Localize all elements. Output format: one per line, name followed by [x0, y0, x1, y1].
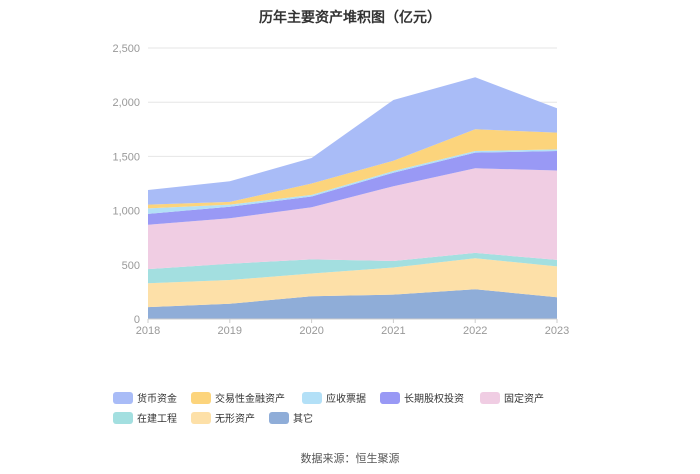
legend-item[interactable]: 长期股权投资 — [380, 392, 464, 405]
area-1 — [148, 258, 557, 308]
legend-swatch — [191, 412, 211, 424]
area-7 — [148, 77, 557, 205]
legend-swatch — [480, 392, 500, 404]
legend-item[interactable]: 无形资产 — [191, 412, 255, 425]
legend-label: 交易性金融资产 — [215, 392, 285, 405]
x-tick-label: 2020 — [299, 325, 323, 337]
legend-swatch — [269, 412, 289, 424]
area-5 — [148, 149, 557, 214]
x-tick-label: 2019 — [218, 325, 242, 337]
x-tick-label: 2022 — [463, 325, 487, 337]
x-tick-label: 2023 — [545, 325, 569, 337]
legend-swatch — [191, 392, 211, 404]
legend-swatch — [380, 392, 400, 404]
axes: 0 500 1,000 1,500 2,000 2,500 2018 2019 2020 2021… — [112, 43, 569, 337]
legend-swatch — [113, 392, 133, 404]
area-3 — [148, 168, 557, 270]
y-tick-label: 0 — [134, 314, 140, 326]
x-tick-label: 2018 — [136, 325, 160, 337]
legend-swatch — [113, 412, 133, 424]
y-tick-label: 1,500 — [112, 151, 140, 163]
legend-label: 应收票据 — [326, 392, 366, 405]
area-6 — [148, 129, 557, 209]
legend-label: 固定资产 — [504, 392, 544, 405]
y-tick-label: 2,000 — [112, 97, 140, 109]
legend-item[interactable]: 固定资产 — [480, 392, 544, 405]
legend-item[interactable]: 交易性金融资产 — [191, 392, 285, 405]
area-2 — [148, 252, 557, 284]
y-tick-label: 1,000 — [112, 206, 140, 218]
y-tick-label: 500 — [122, 260, 140, 272]
chart-title: 历年主要资产堆积图（亿元） — [259, 9, 441, 26]
legend-item[interactable]: 货币资金 — [113, 392, 177, 405]
legend-label: 货币资金 — [137, 392, 177, 405]
legend-label: 在建工程 — [137, 412, 177, 425]
area-series — [148, 77, 557, 319]
legend-label: 无形资产 — [215, 412, 255, 425]
area-4 — [148, 151, 557, 225]
legend-label: 长期股权投资 — [404, 392, 464, 405]
legend-item[interactable]: 应收票据 — [302, 392, 366, 405]
legend-label: 其它 — [293, 412, 313, 425]
data-source: 数据来源：恒生聚源 — [301, 451, 400, 465]
legend-swatch — [302, 392, 322, 404]
y-tick-label: 2,500 — [112, 43, 140, 55]
legend-item[interactable]: 在建工程 — [113, 412, 177, 425]
x-tick-label: 2021 — [381, 325, 405, 337]
legend-item[interactable]: 其它 — [269, 412, 313, 425]
area-0 — [148, 289, 557, 319]
